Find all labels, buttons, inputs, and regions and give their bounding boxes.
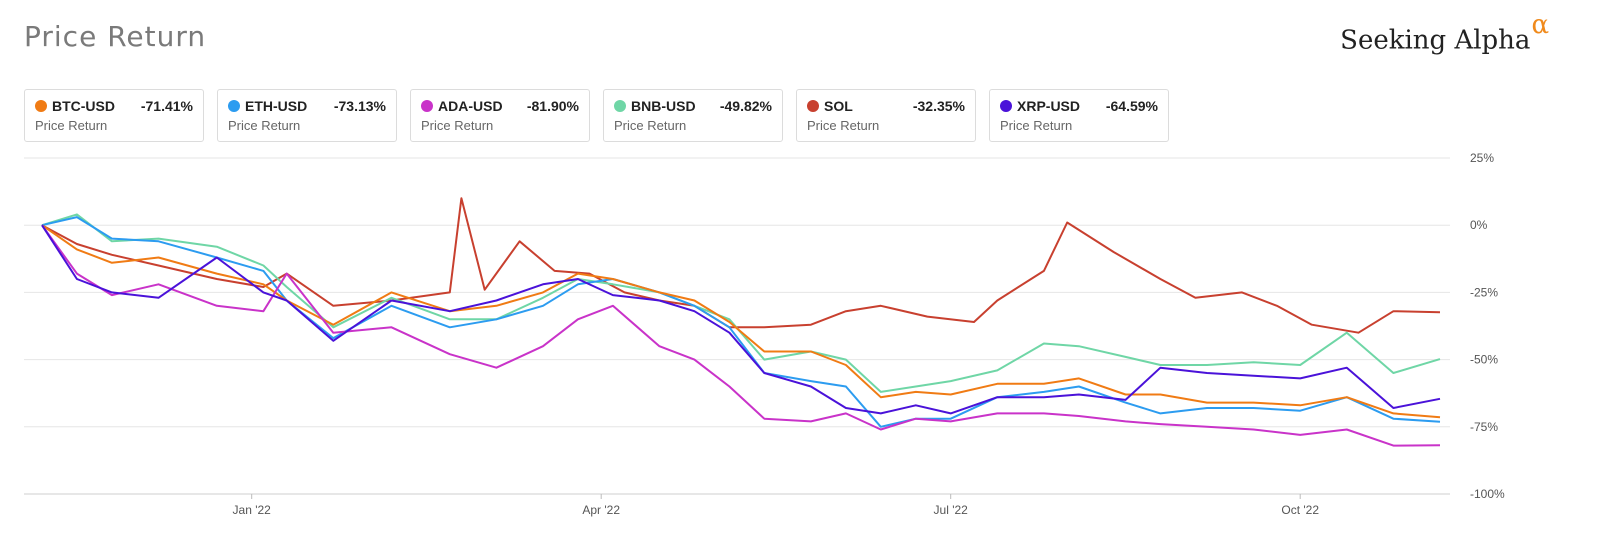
legend-value: -71.41% — [140, 98, 193, 114]
y-tick-label: 25% — [1470, 151, 1494, 165]
legend-symbol: ADA-USD — [438, 98, 503, 114]
legend-card-sol[interactable]: SOL -32.35% Price Return — [796, 89, 976, 142]
legend-subtitle: Price Return — [35, 118, 108, 133]
brand-name: Seeking Alpha — [1340, 25, 1531, 56]
legend: BTC-USD -71.41% Price Return ETH-USD -73.1… — [24, 89, 1182, 142]
legend-card-ada[interactable]: ADA-USD -81.90% Price Return — [410, 89, 590, 142]
series-line-eth-usd — [41, 216, 1441, 428]
x-tick-label: Jul '22 — [934, 503, 969, 517]
legend-card-btc[interactable]: BTC-USD -71.41% Price Return — [24, 89, 204, 142]
series-color-dot — [35, 100, 47, 112]
legend-symbol: BTC-USD — [52, 98, 115, 114]
legend-value: -81.90% — [526, 98, 579, 114]
legend-symbol: XRP-USD — [1017, 98, 1081, 114]
brand-logo: Seeking Alphaα — [1340, 10, 1549, 56]
legend-subtitle: Price Return — [421, 118, 494, 133]
legend-value: -73.13% — [333, 98, 386, 114]
series-color-dot — [807, 100, 819, 112]
series-color-dot — [421, 100, 433, 112]
series-line-sol — [41, 197, 1441, 334]
y-tick-label: -75% — [1470, 420, 1498, 434]
legend-value: -49.82% — [719, 98, 772, 114]
legend-symbol: ETH-USD — [245, 98, 308, 114]
y-tick-label: 0% — [1470, 218, 1488, 232]
series-line-btc-usd — [41, 224, 1441, 419]
legend-subtitle: Price Return — [614, 118, 687, 133]
series-color-dot — [1000, 100, 1012, 112]
legend-value: -64.59% — [1105, 98, 1158, 114]
page-title: Price Return — [24, 20, 207, 53]
series-line-bnb-usd — [41, 213, 1441, 393]
price-return-chart: 25% 0% -25% -50% -75% -100% Jan '22 Apr '22 Jul … — [24, 151, 1505, 517]
legend-symbol: BNB-USD — [631, 98, 696, 114]
y-tick-label: -100% — [1470, 487, 1505, 501]
x-tick-label: Jan '22 — [233, 503, 272, 517]
legend-subtitle: Price Return — [807, 118, 880, 133]
legend-subtitle: Price Return — [1000, 118, 1073, 133]
legend-card-xrp[interactable]: XRP-USD -64.59% Price Return — [989, 89, 1169, 142]
legend-symbol: SOL — [824, 98, 853, 114]
series-color-dot — [228, 100, 240, 112]
y-tick-label: -50% — [1470, 353, 1498, 367]
series-line-ada-usd — [41, 224, 1441, 447]
alpha-icon: α — [1531, 10, 1549, 40]
x-tick-label: Oct '22 — [1281, 503, 1319, 517]
y-tick-label: -25% — [1470, 285, 1498, 299]
series-color-dot — [614, 100, 626, 112]
x-tick-label: Apr '22 — [582, 503, 620, 517]
legend-card-bnb[interactable]: BNB-USD -49.82% Price Return — [603, 89, 783, 142]
legend-value: -32.35% — [912, 98, 965, 114]
legend-subtitle: Price Return — [228, 118, 301, 133]
series-line-xrp-usd — [41, 224, 1441, 415]
legend-card-eth[interactable]: ETH-USD -73.13% Price Return — [217, 89, 397, 142]
